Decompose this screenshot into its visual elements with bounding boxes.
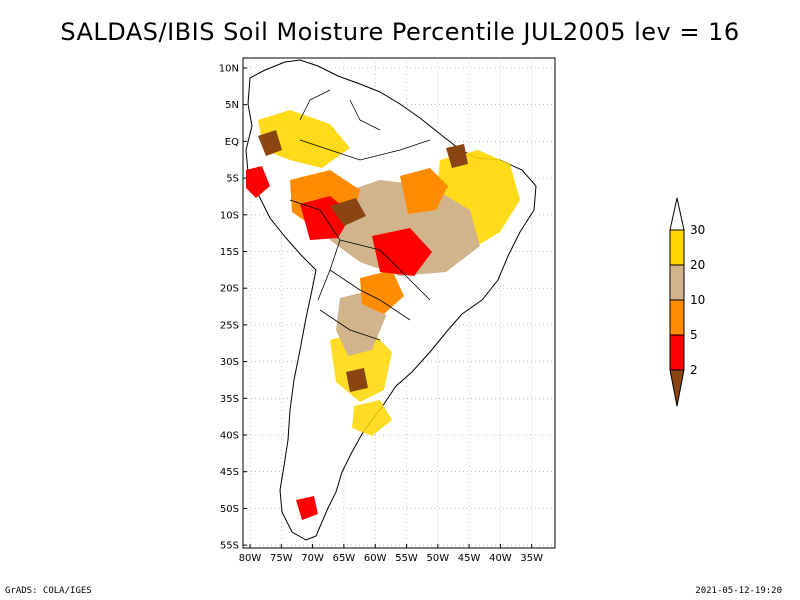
- lon-label: 80W: [239, 553, 262, 564]
- lat-label: 5N: [225, 100, 239, 111]
- lon-label: 75W: [270, 553, 293, 564]
- lon-label: 40W: [489, 553, 512, 564]
- lon-label: 60W: [364, 553, 387, 564]
- map-title: SALDAS/IBIS Soil Moisture Percentile JUL…: [60, 18, 740, 46]
- colorbar-segment: [669, 299, 685, 336]
- lat-label: 30S: [220, 357, 239, 368]
- lat-label: 50S: [220, 504, 239, 515]
- lat-label: 55S: [220, 541, 239, 552]
- lat-label: 25S: [220, 320, 239, 331]
- lat-label: 10N: [219, 64, 239, 75]
- lat-label: 5S: [226, 174, 239, 185]
- lat-label: 35S: [220, 394, 239, 405]
- longitude-labels: 80W 75W 70W 65W 60W 55W 50W 45W 40W 35W: [239, 544, 543, 564]
- colorbar-label: 30: [690, 223, 705, 237]
- patch-brown-north: [258, 130, 282, 156]
- lat-label: EQ: [225, 137, 239, 148]
- colorbar-segment: [669, 264, 685, 301]
- moisture-percentile-patches: [246, 110, 520, 520]
- patch-yellow-patagonia: [352, 400, 392, 436]
- lon-label: 70W: [301, 553, 324, 564]
- patch-orange-northeast: [400, 168, 448, 214]
- footer-timestamp: 2021-05-12-19:20: [695, 586, 782, 596]
- lon-label: 65W: [333, 553, 356, 564]
- lon-label: 55W: [395, 553, 418, 564]
- lon-label: 50W: [426, 553, 449, 564]
- lon-label: 45W: [458, 553, 481, 564]
- patch-brown-east: [446, 144, 468, 168]
- patch-yellow-north: [258, 110, 350, 168]
- map-frame: [242, 57, 556, 549]
- lon-label: 35W: [520, 553, 543, 564]
- lat-label: 15S: [220, 247, 239, 258]
- colorbar-segment: [669, 229, 685, 266]
- lat-label: 40S: [220, 431, 239, 442]
- patch-red-chile: [296, 496, 318, 520]
- patch-orange-southcentral: [360, 270, 404, 314]
- country-borders: [289, 89, 431, 341]
- patch-red-central: [372, 228, 432, 276]
- patch-tan-central: [320, 180, 480, 276]
- colorbar-bottom-arrow: [669, 369, 685, 407]
- footer-credit: GrADS: COLA/IGES: [5, 586, 92, 596]
- lat-label: 45S: [220, 467, 239, 478]
- colorbar-label: 10: [690, 293, 705, 307]
- colorbar-top-arrow: [669, 197, 685, 231]
- colorbar-label: 20: [690, 258, 705, 272]
- lat-label: 20S: [220, 284, 239, 295]
- lat-label: 10S: [220, 210, 239, 221]
- colorbar-label: 2: [690, 363, 698, 377]
- patch-brown-south: [346, 368, 368, 392]
- patch-brown-central: [330, 198, 366, 226]
- patch-red-coast: [246, 166, 270, 198]
- colorbar-label: 5: [690, 328, 698, 342]
- latitude-labels: 10N 5N EQ 5S 10S 15S 20S 25S 30S 35S 40S 45S 50S 55S: [219, 64, 247, 552]
- colorbar-segment: [669, 334, 685, 371]
